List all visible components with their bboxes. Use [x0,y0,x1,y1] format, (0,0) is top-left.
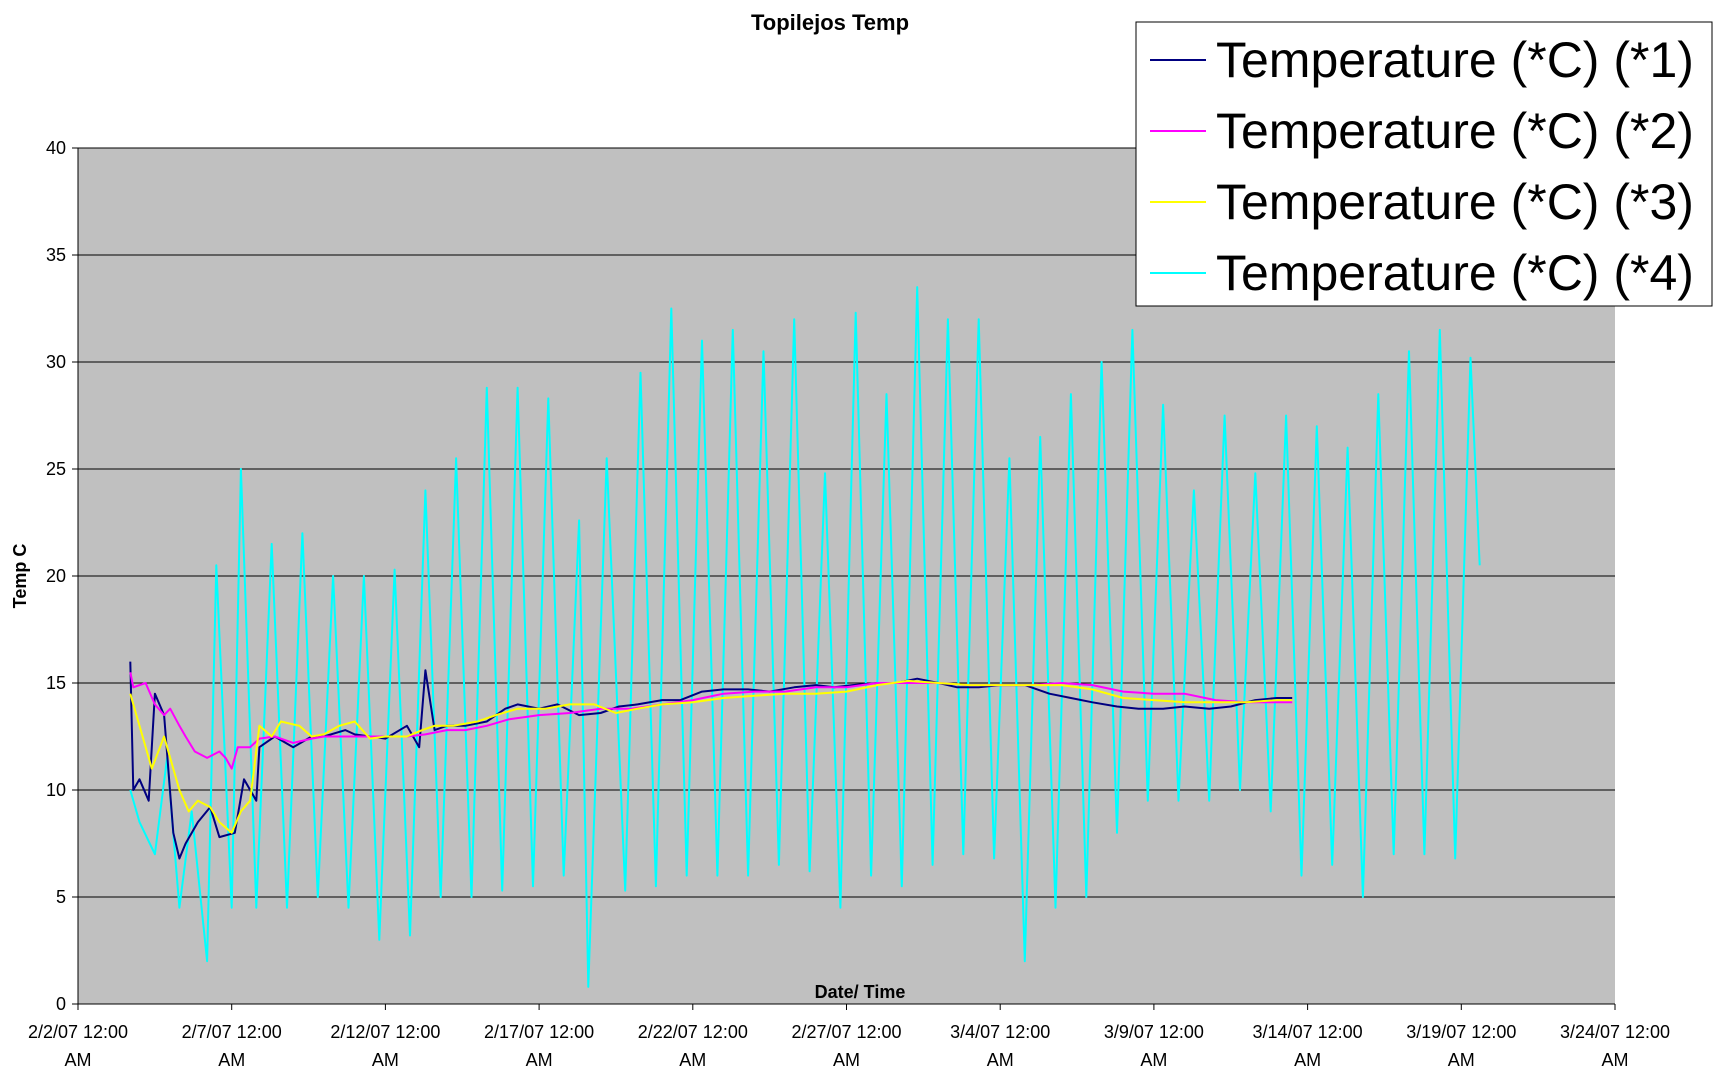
legend-box [1135,21,1713,307]
legend-label-4: Temperature (*C) (*4) [1216,245,1694,301]
x-tick-label-ampm: AM [1602,1050,1629,1070]
x-tick-label: 3/24/07 12:00 [1560,1022,1670,1042]
y-tick-label: 40 [46,138,66,158]
x-tick-label-ampm: AM [679,1050,706,1070]
y-tick-label: 5 [56,887,66,907]
x-tick-label: 2/7/07 12:00 [182,1022,282,1042]
chart-title: Topilejos Temp [751,10,909,35]
x-tick-label-ampm: AM [218,1050,245,1070]
y-tick-label: 25 [46,459,66,479]
x-tick-label-ampm: AM [1448,1050,1475,1070]
y-tick-label: 30 [46,352,66,372]
x-tick-label: 2/22/07 12:00 [638,1022,748,1042]
legend-label-2: Temperature (*C) (*2) [1216,103,1694,159]
legend-label-1: Temperature (*C) (*1) [1216,32,1694,88]
x-tick-label: 3/14/07 12:00 [1253,1022,1363,1042]
x-tick-label: 2/27/07 12:00 [791,1022,901,1042]
y-tick-label: 20 [46,566,66,586]
x-axis-ticks: 2/2/07 12:00 AM 2/7/07 12:00 AM 2/12/07 12:0… [28,1004,1670,1070]
x-tick-label: 3/4/07 12:00 [950,1022,1050,1042]
y-tick-label: 15 [46,673,66,693]
series-layer [129,286,1481,988]
legend: Temperature (*C) (*1) Temperature (*C) (*… [1135,21,1713,307]
x-tick-label-ampm: AM [526,1050,553,1070]
x-tick-label-ampm: AM [833,1050,860,1070]
x-tick-label-ampm: AM [1294,1050,1321,1070]
x-tick-label: 3/9/07 12:00 [1104,1022,1204,1042]
y-axis-ticks: 0 5 10 15 20 25 30 35 40 [46,138,78,1014]
x-tick-label-ampm: AM [987,1050,1014,1070]
series-line-3 [129,679,1293,834]
y-tick-label: 10 [46,780,66,800]
x-tick-label-ampm: AM [372,1050,399,1070]
series-line-4 [129,286,1481,988]
series-line-1 [129,661,1293,860]
y-tick-label: 35 [46,245,66,265]
x-tick-label: 2/17/07 12:00 [484,1022,594,1042]
y-axis-label: Temp C [10,544,30,609]
legend-label-3: Temperature (*C) (*3) [1216,174,1694,230]
x-tick-label-ampm: AM [1140,1050,1167,1070]
y-tick-label: 0 [56,994,66,1014]
x-tick-label: 2/2/07 12:00 [28,1022,128,1042]
x-tick-label: 2/12/07 12:00 [330,1022,440,1042]
x-tick-label-ampm: AM [65,1050,92,1070]
x-tick-label: 3/19/07 12:00 [1406,1022,1516,1042]
x-axis-label: Date/ Time [815,982,906,1002]
